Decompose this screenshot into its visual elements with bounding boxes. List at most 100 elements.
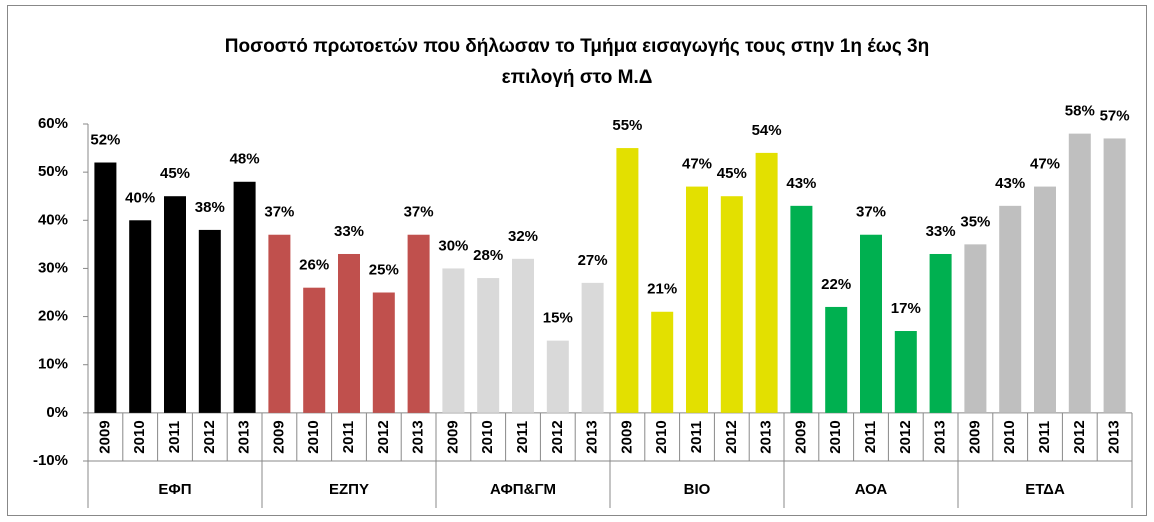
value-label: 32% xyxy=(508,228,538,245)
y-tick-label: 50% xyxy=(38,163,68,180)
x-tick-label: 2009 xyxy=(270,420,287,453)
value-label: 21% xyxy=(647,281,677,298)
x-tick-label: 2011 xyxy=(166,421,183,454)
bar xyxy=(894,331,917,413)
bar xyxy=(129,220,152,413)
value-label: 30% xyxy=(438,237,468,254)
value-label: 37% xyxy=(404,204,434,221)
x-tick-label: 2010 xyxy=(479,420,496,453)
bar xyxy=(372,292,395,413)
bar xyxy=(442,268,465,413)
x-tick-label: 2012 xyxy=(549,420,566,453)
x-tick-label: 2011 xyxy=(1036,421,1053,454)
bar xyxy=(1068,133,1091,413)
value-label: 58% xyxy=(1065,103,1095,120)
value-label: 45% xyxy=(160,165,190,182)
group-label: ΑΦΠ&ΓΜ xyxy=(490,481,556,498)
bar xyxy=(964,244,987,413)
value-label: 43% xyxy=(995,175,1025,192)
value-label: 25% xyxy=(369,261,399,278)
bar xyxy=(338,253,360,413)
x-tick-label: 2010 xyxy=(827,420,844,453)
x-tick-label: 2013 xyxy=(584,420,601,453)
x-tick-label: 2013 xyxy=(1106,420,1123,453)
bar xyxy=(581,282,604,413)
x-tick-label: 2009 xyxy=(618,420,635,453)
value-label: 37% xyxy=(856,204,886,221)
value-label: 38% xyxy=(195,199,225,216)
x-tick-label: 2010 xyxy=(305,420,322,453)
x-tick-label: 2011 xyxy=(688,421,705,454)
x-tick-label: 2010 xyxy=(131,420,148,453)
value-label: 33% xyxy=(926,223,956,240)
x-tick-label: 2010 xyxy=(653,420,670,453)
y-tick-label: 40% xyxy=(38,211,68,228)
bar xyxy=(999,205,1022,413)
bar xyxy=(198,229,221,413)
x-tick-label: 2009 xyxy=(444,420,461,453)
bar xyxy=(860,234,882,413)
bar xyxy=(94,162,117,413)
x-tick-label: 2011 xyxy=(862,421,879,454)
bar xyxy=(825,306,848,413)
value-label: 17% xyxy=(891,300,921,317)
y-tick-label: -10% xyxy=(33,452,68,469)
bar xyxy=(1034,186,1056,413)
value-label: 57% xyxy=(1100,107,1130,124)
y-tick-label: 10% xyxy=(38,356,68,373)
value-label: 15% xyxy=(543,310,573,327)
value-label: 43% xyxy=(786,175,816,192)
x-tick-label: 2012 xyxy=(723,420,740,453)
value-label: 35% xyxy=(960,213,990,230)
chart-subtitle: επιλογή στο Μ.Δ xyxy=(502,67,653,88)
x-tick-label: 2012 xyxy=(1071,420,1088,453)
bar xyxy=(616,148,639,413)
value-label: 52% xyxy=(90,131,120,148)
bar xyxy=(233,181,256,413)
x-tick-label: 2009 xyxy=(792,420,809,453)
x-tick-label: 2013 xyxy=(758,420,775,453)
value-label: 45% xyxy=(717,165,747,182)
x-tick-label: 2011 xyxy=(514,421,531,454)
bar xyxy=(477,278,500,413)
value-label: 37% xyxy=(264,204,294,221)
value-label: 48% xyxy=(230,151,260,168)
value-label: 40% xyxy=(125,189,155,206)
bar xyxy=(755,152,778,413)
x-tick-label: 2012 xyxy=(375,420,392,453)
x-tick-label: 2009 xyxy=(96,420,113,453)
group-label: ΕΤΔΑ xyxy=(1025,481,1065,498)
bar xyxy=(929,253,952,413)
value-label: 54% xyxy=(752,122,782,139)
bar xyxy=(686,186,708,413)
y-tick-label: 20% xyxy=(38,308,68,325)
bar xyxy=(651,311,674,413)
x-tick-label: 2012 xyxy=(201,420,218,453)
x-tick-label: 2009 xyxy=(966,420,983,453)
chart-title: Ποσοστό πρωτοετών που δήλωσαν το Τμήμα ε… xyxy=(225,36,929,57)
bar xyxy=(164,196,186,413)
bar xyxy=(720,196,743,413)
chart-border xyxy=(7,5,1147,516)
bar xyxy=(303,287,326,413)
bar xyxy=(512,258,534,413)
x-tick-label: 2013 xyxy=(236,420,253,453)
y-tick-label: 60% xyxy=(38,115,68,132)
x-tick-label: 2013 xyxy=(932,420,949,453)
x-tick-label: 2011 xyxy=(340,421,357,454)
group-label: ΕΦΠ xyxy=(158,481,191,498)
bar xyxy=(407,234,430,413)
bar xyxy=(546,340,569,413)
value-label: 26% xyxy=(299,257,329,274)
bar xyxy=(1103,138,1126,413)
x-tick-label: 2010 xyxy=(1001,420,1018,453)
value-label: 28% xyxy=(473,247,503,264)
value-label: 47% xyxy=(682,156,712,173)
bar xyxy=(790,205,813,413)
y-tick-label: 30% xyxy=(38,259,68,276)
value-label: 27% xyxy=(578,252,608,269)
group-label: ΕΖΠΥ xyxy=(329,481,369,498)
x-tick-label: 2013 xyxy=(410,420,427,453)
value-label: 47% xyxy=(1030,156,1060,173)
